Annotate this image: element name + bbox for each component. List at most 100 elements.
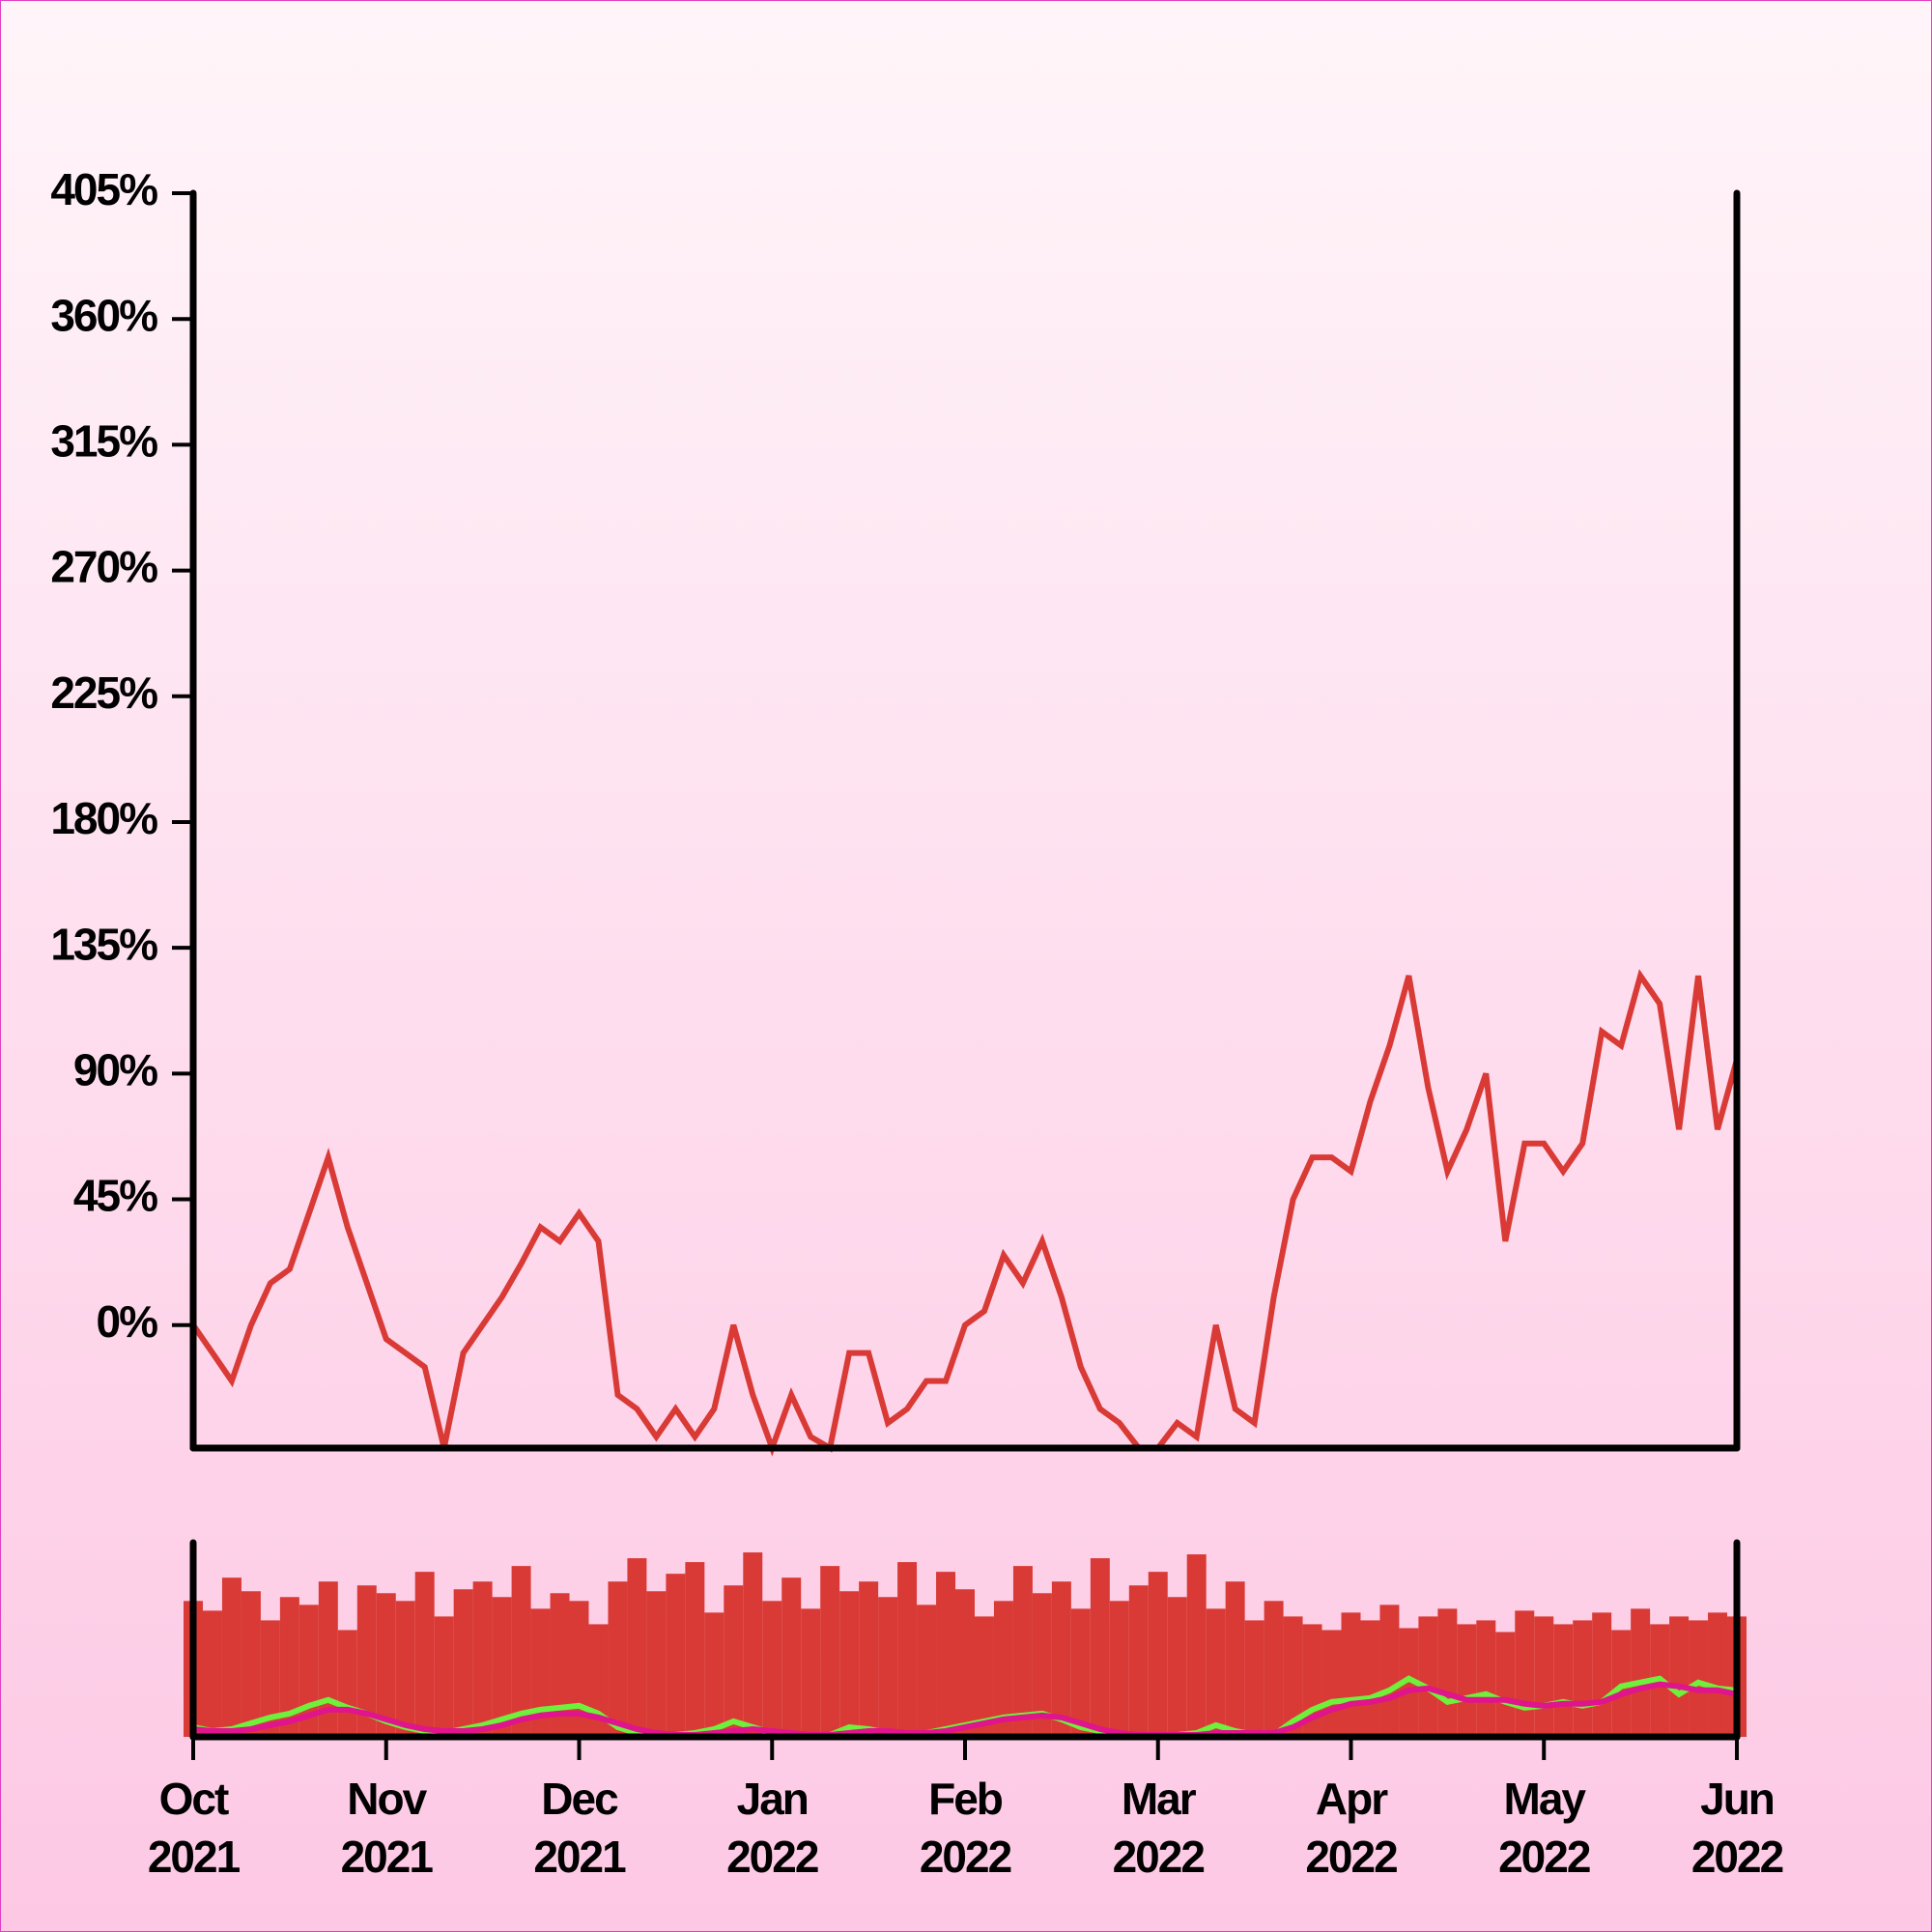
x-tick-label: Feb bbox=[928, 1774, 1003, 1824]
bar bbox=[1244, 1620, 1264, 1737]
y-tick-label: 90% bbox=[73, 1044, 157, 1094]
bar bbox=[878, 1597, 898, 1737]
x-tick-label: 2022 bbox=[1113, 1832, 1205, 1882]
bar bbox=[608, 1581, 628, 1737]
bar bbox=[666, 1574, 686, 1737]
bar bbox=[492, 1597, 512, 1737]
x-tick-label: Dec bbox=[541, 1774, 618, 1824]
bar bbox=[1457, 1624, 1477, 1737]
bar bbox=[1495, 1632, 1516, 1737]
bar bbox=[801, 1608, 821, 1737]
bar bbox=[1515, 1610, 1535, 1737]
x-tick-label: Jun bbox=[1700, 1774, 1774, 1824]
bar bbox=[917, 1605, 937, 1737]
x-tick-label: 2022 bbox=[1498, 1832, 1590, 1882]
bar bbox=[202, 1610, 222, 1737]
x-tick-label: 2021 bbox=[533, 1832, 626, 1882]
bar bbox=[472, 1581, 493, 1737]
bar bbox=[627, 1558, 647, 1737]
bar bbox=[1090, 1558, 1110, 1737]
bar bbox=[1070, 1608, 1091, 1737]
bar bbox=[1437, 1608, 1458, 1737]
bar bbox=[453, 1589, 473, 1737]
bar bbox=[511, 1566, 531, 1737]
bar bbox=[1032, 1593, 1052, 1737]
bar bbox=[260, 1620, 280, 1737]
bar bbox=[434, 1616, 454, 1737]
bar bbox=[221, 1577, 242, 1737]
y-tick-label: 180% bbox=[50, 793, 157, 843]
data-line bbox=[192, 1681, 1738, 1738]
bar bbox=[936, 1572, 956, 1737]
x-tick-label: 2021 bbox=[148, 1832, 241, 1882]
bar bbox=[820, 1566, 840, 1737]
x-tick-label: Nov bbox=[347, 1774, 427, 1824]
x-tick-label: Apr bbox=[1316, 1774, 1388, 1824]
bar bbox=[1341, 1612, 1361, 1737]
bar bbox=[685, 1562, 705, 1737]
bar bbox=[279, 1597, 299, 1737]
data-line bbox=[190, 969, 1740, 1457]
y-tick-label: 270% bbox=[50, 542, 157, 592]
x-tick-label: Jan bbox=[737, 1774, 808, 1824]
bar bbox=[1321, 1630, 1342, 1737]
y-tick-label: 315% bbox=[50, 416, 157, 467]
bar bbox=[395, 1601, 415, 1737]
bar bbox=[1631, 1608, 1651, 1737]
bar bbox=[1476, 1620, 1496, 1737]
bar bbox=[1534, 1616, 1554, 1737]
bar bbox=[762, 1601, 782, 1737]
bar bbox=[1573, 1620, 1593, 1737]
bar bbox=[318, 1581, 338, 1737]
bar bbox=[241, 1591, 261, 1737]
bar bbox=[1418, 1616, 1438, 1737]
x-tick-label: May bbox=[1504, 1774, 1587, 1824]
bar bbox=[897, 1562, 918, 1737]
bar bbox=[569, 1601, 589, 1737]
bar bbox=[1167, 1597, 1187, 1737]
bar bbox=[1283, 1616, 1303, 1737]
bar bbox=[781, 1577, 802, 1737]
bar bbox=[1669, 1616, 1690, 1737]
bar bbox=[1360, 1620, 1380, 1737]
bar bbox=[356, 1585, 377, 1737]
bar bbox=[974, 1616, 994, 1737]
bar bbox=[1689, 1620, 1709, 1737]
bar bbox=[859, 1581, 879, 1737]
bar bbox=[1128, 1585, 1149, 1737]
bar bbox=[955, 1589, 975, 1737]
y-tick-label: 135% bbox=[50, 919, 157, 969]
x-tick-label: 2021 bbox=[341, 1832, 434, 1882]
y-tick-label: 45% bbox=[73, 1171, 157, 1221]
bar bbox=[839, 1591, 860, 1737]
x-tick-label: Mar bbox=[1122, 1774, 1197, 1824]
bar bbox=[1186, 1554, 1207, 1737]
bar bbox=[724, 1585, 744, 1737]
y-tick-label: 360% bbox=[50, 290, 157, 340]
bar bbox=[337, 1630, 357, 1737]
x-tick-label: 2022 bbox=[726, 1832, 818, 1882]
bar bbox=[530, 1608, 551, 1737]
bar bbox=[414, 1572, 435, 1737]
bar bbox=[1206, 1608, 1226, 1737]
bar bbox=[1708, 1612, 1728, 1737]
x-tick-label: 2022 bbox=[1691, 1832, 1783, 1882]
bar bbox=[1592, 1612, 1612, 1737]
bar bbox=[1379, 1605, 1400, 1737]
bar bbox=[1148, 1572, 1168, 1737]
y-tick-label: 0% bbox=[97, 1296, 158, 1347]
x-tick-label: 2022 bbox=[1305, 1832, 1397, 1882]
bar bbox=[1109, 1601, 1129, 1737]
bar bbox=[646, 1591, 667, 1737]
bar bbox=[376, 1593, 396, 1737]
bar bbox=[743, 1552, 763, 1737]
bar bbox=[1051, 1581, 1071, 1737]
y-tick-label: 405% bbox=[50, 164, 157, 214]
bar bbox=[704, 1612, 724, 1737]
bar bbox=[550, 1593, 570, 1737]
bar bbox=[993, 1601, 1013, 1737]
bar bbox=[1012, 1566, 1033, 1737]
bar bbox=[1264, 1601, 1284, 1737]
